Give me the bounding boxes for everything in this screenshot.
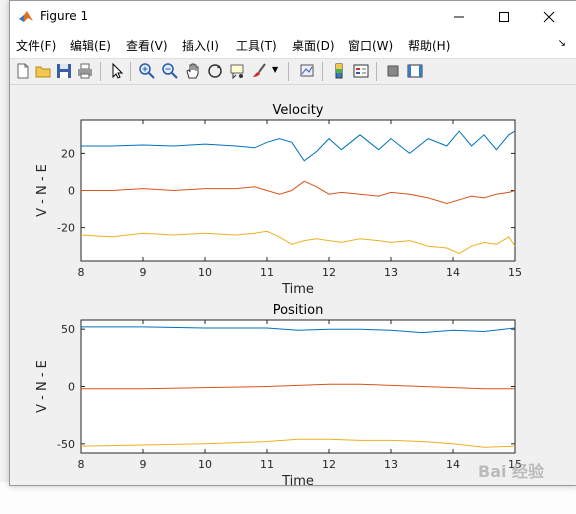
close-button[interactable] <box>526 1 571 32</box>
x-tick-label: 15 <box>508 266 522 279</box>
close-icon <box>543 11 554 22</box>
series-line-3 <box>80 230 516 255</box>
pan-hand-icon[interactable] <box>184 62 202 80</box>
x-tick-label: 11 <box>260 458 274 471</box>
toolbar: ▼ <box>10 59 576 85</box>
x-tick-label: 9 <box>140 458 147 471</box>
series-line-2 <box>81 180 516 205</box>
axes-box <box>80 119 516 262</box>
x-tick-label: 10 <box>198 266 212 279</box>
y-tick-label: -50 <box>57 438 75 451</box>
y-tick-label: -20 <box>57 222 75 235</box>
x-tick-label: 14 <box>446 266 460 279</box>
chart-title: Position <box>273 303 324 318</box>
matlab-logo-icon <box>19 11 33 22</box>
watermark-logo: Bai 经验 <box>478 462 545 481</box>
series-line-3 <box>80 438 516 448</box>
maximize-button[interactable] <box>481 1 526 32</box>
x-tick-label: 13 <box>384 458 398 471</box>
hide-plot-tools-icon[interactable] <box>384 62 402 80</box>
y-tick-label: 0 <box>68 381 75 394</box>
minimize-icon <box>453 16 464 17</box>
toolbar-separator <box>100 62 101 81</box>
link-plot-icon[interactable] <box>298 62 316 80</box>
minimize-button[interactable] <box>436 1 481 32</box>
open-file-icon[interactable] <box>34 62 52 80</box>
x-tick-label: 9 <box>140 266 147 279</box>
y-tick-label: 0 <box>68 185 75 198</box>
toolbar-separator <box>130 62 131 81</box>
print-icon[interactable] <box>76 62 94 80</box>
title-bar[interactable]: Figure 1 <box>10 1 576 32</box>
pointer-icon[interactable] <box>108 62 126 80</box>
dock-arrow-icon[interactable]: ↘ <box>557 38 566 49</box>
menu-edit[interactable]: 编辑(E) <box>70 39 111 53</box>
x-tick-label: 11 <box>260 266 274 279</box>
zoom-in-icon[interactable] <box>138 62 156 80</box>
show-plot-tools-icon[interactable] <box>406 62 424 80</box>
menu-insert[interactable]: 插入(I) <box>182 39 219 53</box>
save-icon[interactable] <box>55 62 73 80</box>
toolbar-separator <box>376 62 377 81</box>
figure-window: Figure 1 文件(F) 编辑(E) 查看(V) 插入(I) 工具(T) 桌… <box>9 0 576 486</box>
x-tick-label: 12 <box>322 266 336 279</box>
y-tick-label: 50 <box>61 323 75 336</box>
menu-bar: 文件(F) 编辑(E) 查看(V) 插入(I) 工具(T) 桌面(D) 窗口(W… <box>10 32 576 59</box>
series-line-1 <box>81 130 516 162</box>
x-tick-label: 15 <box>508 458 522 471</box>
y-axis-label: V - N - E <box>35 164 50 217</box>
menu-help[interactable]: 帮助(H) <box>408 39 451 53</box>
series-line-1 <box>81 326 516 334</box>
x-tick-label: 14 <box>446 458 460 471</box>
toolbar-separator <box>322 62 323 81</box>
figure-canvas[interactable]: 8 9 10 11 12 13 14 15 20 0 -20 Velocity Time V - N - … <box>10 85 576 485</box>
y-tick-label: 20 <box>61 147 75 160</box>
x-axis-label: Time <box>281 282 314 297</box>
x-tick-label: 8 <box>78 458 85 471</box>
x-tick-label: 10 <box>198 458 212 471</box>
colorbar-icon[interactable] <box>330 62 348 80</box>
rotate-3d-icon[interactable] <box>206 62 224 80</box>
background-window-edge <box>0 0 10 514</box>
maximize-icon <box>498 11 509 22</box>
menu-view[interactable]: 查看(V) <box>126 39 168 53</box>
menu-tools[interactable]: 工具(T) <box>236 39 277 53</box>
brush-dropdown-icon[interactable]: ▼ <box>272 65 279 74</box>
x-axis-label: Time <box>281 474 314 485</box>
axes-box <box>80 319 516 454</box>
window-title: Figure 1 <box>40 9 89 23</box>
brush-icon[interactable] <box>251 62 269 80</box>
x-tick-label: 13 <box>384 266 398 279</box>
new-figure-icon[interactable] <box>14 62 32 80</box>
plots-svg: 8 9 10 11 12 13 14 15 20 0 -20 Velocity Time V - N - … <box>35 103 522 485</box>
menu-window[interactable]: 窗口(W) <box>348 39 394 53</box>
x-tick-label: 8 <box>78 266 85 279</box>
y-axis-label: V - N - E <box>35 360 50 413</box>
data-cursor-icon[interactable] <box>229 62 247 80</box>
menu-desktop[interactable]: 桌面(D) <box>292 39 335 53</box>
legend-icon[interactable] <box>352 62 370 80</box>
background-editor-strip <box>0 482 576 514</box>
toolbar-separator <box>288 62 289 81</box>
x-tick-label: 12 <box>322 458 336 471</box>
series-line-2 <box>81 383 515 390</box>
chart-title: Velocity <box>273 103 324 118</box>
menu-file[interactable]: 文件(F) <box>16 39 57 53</box>
zoom-out-icon[interactable] <box>161 62 179 80</box>
